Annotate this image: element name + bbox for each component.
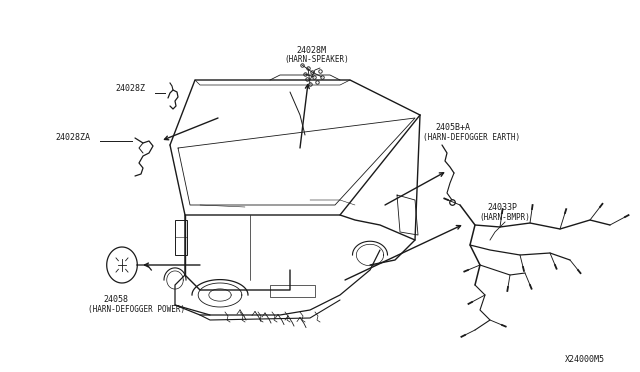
Text: 24058: 24058 (103, 295, 128, 304)
Text: 24028Z: 24028Z (115, 84, 145, 93)
Bar (270, 285, 315, 297)
Text: (HARN-DEFOGGER POWER): (HARN-DEFOGGER POWER) (88, 305, 185, 314)
Text: (HARN-DEFOGGER EARTH): (HARN-DEFOGGER EARTH) (423, 133, 520, 142)
Text: X24000M5: X24000M5 (565, 355, 605, 364)
Text: 24033P: 24033P (487, 203, 517, 212)
Text: 2405B+A: 2405B+A (435, 123, 470, 132)
Text: (HARN-BMPR): (HARN-BMPR) (479, 213, 530, 222)
Text: (HARN-SPEAKER): (HARN-SPEAKER) (284, 55, 349, 64)
Text: 24028ZA: 24028ZA (55, 133, 90, 142)
Bar (175, 220, 187, 255)
Text: 24028M: 24028M (296, 46, 326, 55)
